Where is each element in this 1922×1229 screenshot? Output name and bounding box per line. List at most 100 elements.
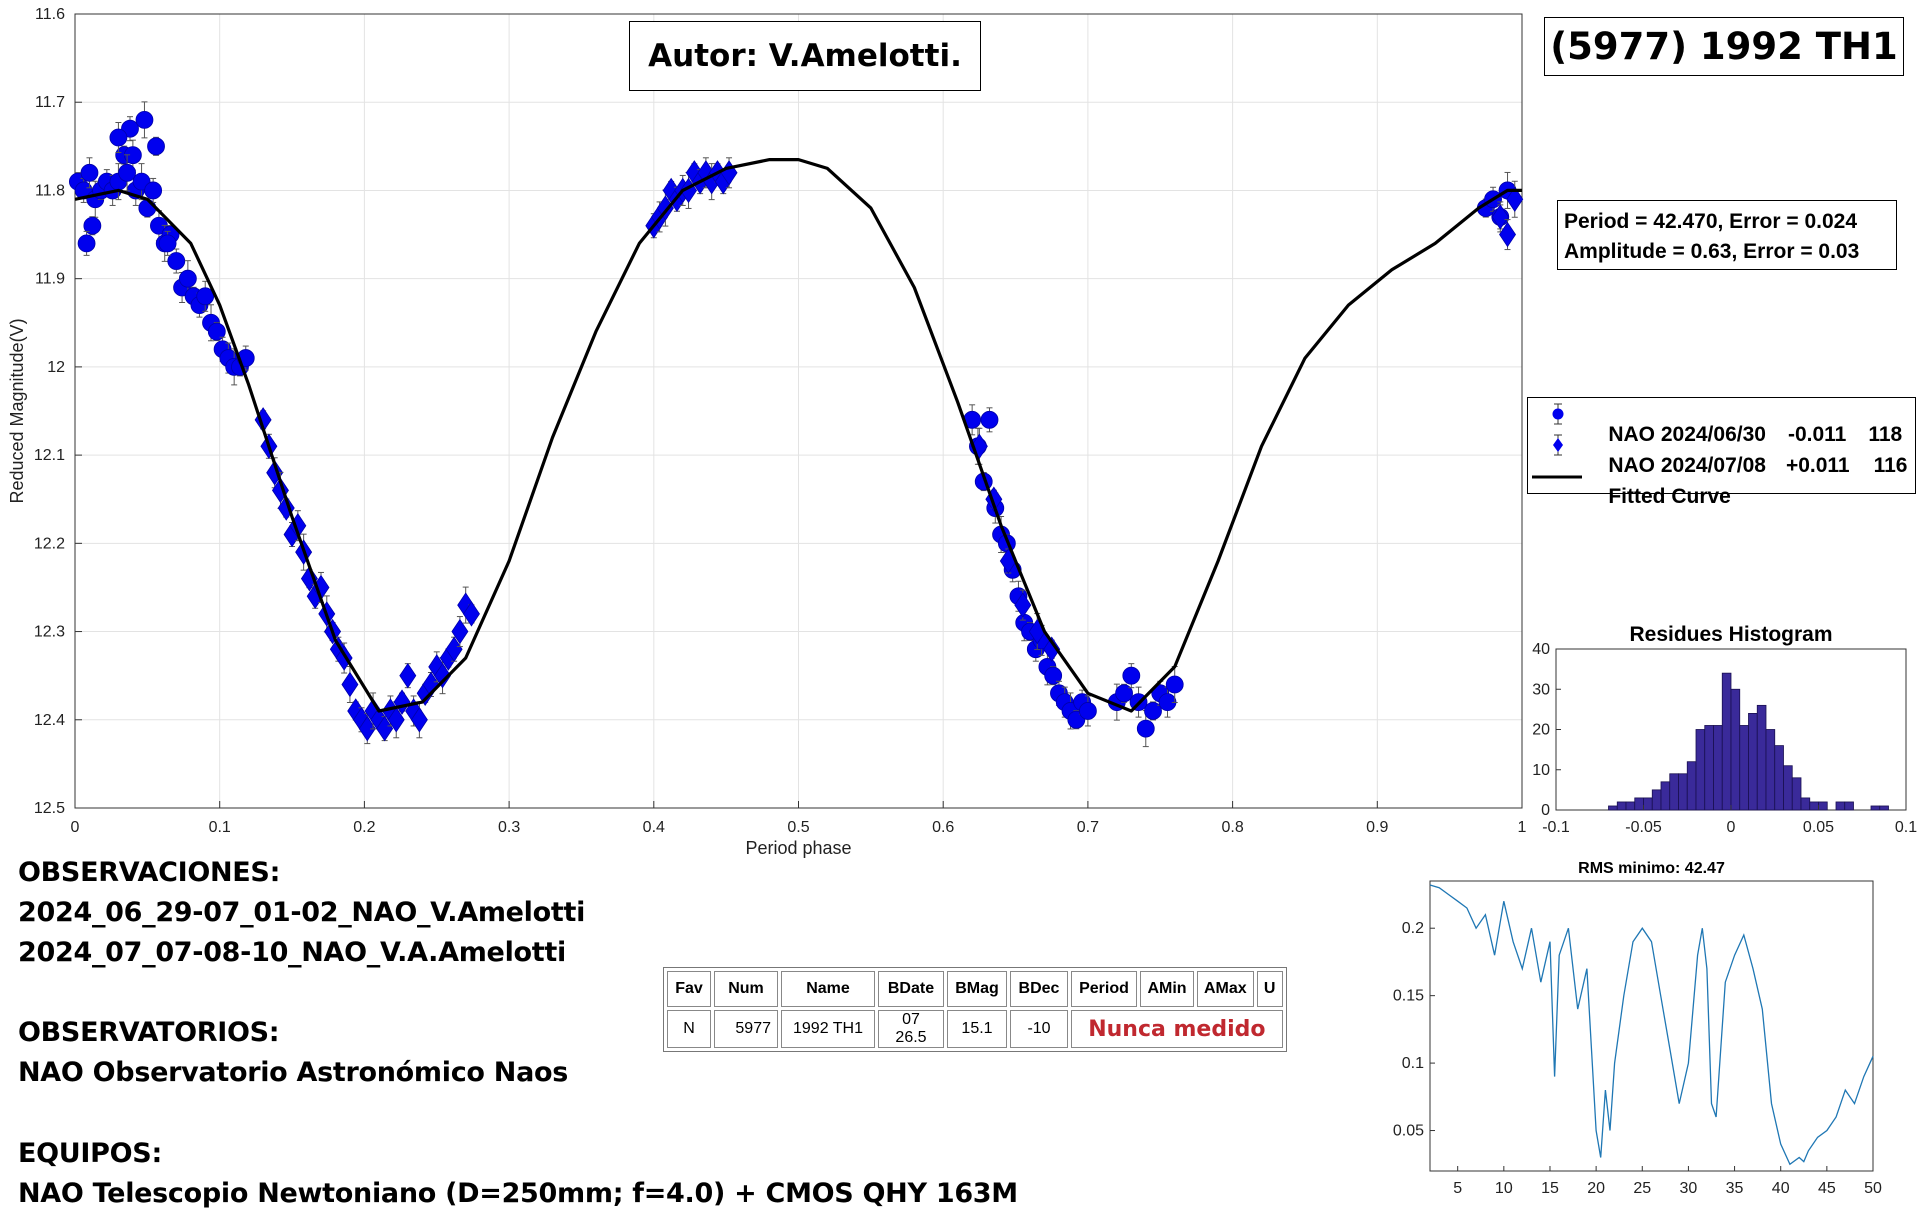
rms-x-tick-label: 10 bbox=[1495, 1180, 1513, 1197]
rms-plot-area bbox=[1429, 880, 1874, 1172]
y-tick-label: 11.7 bbox=[35, 94, 65, 111]
histogram-x-tick-label: 0 bbox=[1727, 819, 1736, 836]
rms-x-tick-label: 30 bbox=[1680, 1180, 1698, 1197]
y-tick-label: 11.8 bbox=[35, 182, 65, 199]
histogram-bar bbox=[1678, 773, 1688, 811]
x-tick-label: 0.1 bbox=[209, 819, 231, 836]
y-tick-label: 12 bbox=[47, 359, 65, 376]
x-tick-label: 0.6 bbox=[932, 819, 954, 836]
x-tick-label: 0.7 bbox=[1077, 819, 1099, 836]
histogram-bar bbox=[1721, 672, 1732, 811]
legend-marker-diamond bbox=[1553, 434, 1563, 456]
legend-entry-1-count: 118 bbox=[1868, 423, 1903, 446]
cell-num: 5977 bbox=[714, 1010, 778, 1048]
histogram-bar bbox=[1730, 688, 1741, 811]
data-point bbox=[158, 234, 177, 253]
table-header-row: Fav Num Name BDate BMag BDec Period AMin… bbox=[667, 971, 1283, 1007]
histogram-bar bbox=[1686, 761, 1697, 811]
x-tick-label: 0.2 bbox=[353, 819, 375, 836]
data-point bbox=[1122, 666, 1141, 685]
legend-entry-3-name: Fitted Curve bbox=[1608, 485, 1731, 508]
x-tick-label: 0 bbox=[71, 819, 80, 836]
data-point bbox=[434, 662, 452, 689]
histogram-bar bbox=[1660, 781, 1671, 811]
data-point bbox=[1136, 719, 1155, 738]
histogram-bar bbox=[1669, 773, 1679, 811]
legend-entry-1-offset: -0.011 bbox=[1787, 423, 1847, 446]
rms-y-tick-label: 0.1 bbox=[1402, 1055, 1424, 1072]
data-point bbox=[1499, 221, 1517, 248]
histogram-bar bbox=[1765, 729, 1776, 811]
histogram-bar bbox=[1844, 801, 1854, 811]
histogram-bar bbox=[1739, 725, 1749, 811]
data-point bbox=[335, 645, 353, 671]
y-tick-label: 11.9 bbox=[35, 271, 65, 288]
histogram-bar bbox=[1774, 745, 1784, 811]
y-tick-label: 12.1 bbox=[34, 447, 65, 464]
histogram-bar bbox=[1748, 713, 1758, 811]
histogram-bar bbox=[1818, 801, 1828, 811]
histogram-bar bbox=[1643, 797, 1653, 811]
amplitude-info-text: Amplitude = 0.63, Error = 0.03 bbox=[1564, 240, 1860, 263]
data-point bbox=[1014, 592, 1032, 618]
header-bmag: BMag bbox=[947, 971, 1007, 1007]
header-name: Name bbox=[781, 971, 875, 1007]
x-tick-label: 1 bbox=[1518, 819, 1527, 836]
cell-bdec: -10 bbox=[1010, 1010, 1068, 1048]
rms-y-tick-label: 0.2 bbox=[1402, 920, 1424, 937]
cell-bdate: 07 26.5 bbox=[878, 1010, 944, 1048]
chart-legend: NAO 2024/06/30 -0.011 118 NAO 2024/07/08 +0… bbox=[1527, 397, 1916, 508]
y-tick-label: 12.5 bbox=[34, 800, 65, 817]
data-point bbox=[1044, 666, 1063, 685]
data-point bbox=[410, 707, 428, 733]
histogram-bar bbox=[1809, 801, 1819, 811]
fit-info-box: Period = 42.470, Error = 0.024 Amplitude… bbox=[1557, 200, 1897, 270]
x-tick-label: 0.4 bbox=[643, 819, 665, 836]
data-point bbox=[135, 110, 154, 129]
histogram-x-tick-label: -0.1 bbox=[1542, 819, 1570, 836]
legend-entry-2-offset: +0.011 bbox=[1785, 454, 1850, 477]
histogram-y-tick-label: 40 bbox=[1532, 641, 1550, 658]
rms-x-tick-label: 5 bbox=[1453, 1180, 1462, 1197]
data-point bbox=[341, 671, 359, 698]
x-axis-label: Period phase bbox=[745, 838, 851, 858]
histogram-bar bbox=[1756, 704, 1767, 811]
legend-entry-2-count: 116 bbox=[1873, 454, 1908, 477]
rms-x-tick-label: 25 bbox=[1633, 1180, 1651, 1197]
series-1 bbox=[68, 101, 1517, 748]
histogram-bar bbox=[1835, 801, 1846, 811]
legend-entry-1-name: NAO 2024/06/30 bbox=[1608, 423, 1766, 446]
data-point bbox=[451, 618, 469, 645]
plot-frame bbox=[74, 13, 1523, 809]
data-point bbox=[83, 216, 102, 235]
header-period: Period bbox=[1071, 971, 1137, 1007]
observation-line-1: 2024_06_29-07_01-02_NAO_V.Amelotti bbox=[18, 897, 586, 928]
y-tick-label: 12.2 bbox=[34, 535, 65, 552]
light-curve-chart: 0 0.1 0.2 0.3 0.4 0.5 0.6 0.7 0.8 0.9 1 11.6 11.7 11.… bbox=[7, 6, 1527, 858]
rms-x-tick-label: 40 bbox=[1772, 1180, 1790, 1197]
header-bdate: BDate bbox=[878, 971, 944, 1007]
data-point bbox=[109, 128, 128, 147]
cell-name: 1992 TH1 bbox=[781, 1010, 875, 1048]
histogram-title: Residues Histogram bbox=[1629, 623, 1832, 646]
histogram-x-tick-label: 0.05 bbox=[1803, 819, 1834, 836]
histogram-y-tick-label: 0 bbox=[1541, 802, 1550, 819]
data-point bbox=[167, 252, 186, 270]
data-point bbox=[1115, 684, 1133, 703]
data-point bbox=[387, 707, 405, 733]
header-bdec: BDec bbox=[1010, 971, 1068, 1007]
histogram-bar bbox=[1634, 797, 1644, 811]
data-point bbox=[1144, 702, 1162, 720]
histogram-bar bbox=[1870, 805, 1881, 811]
data-point bbox=[1506, 186, 1524, 212]
data-point bbox=[980, 410, 999, 429]
legend-markers bbox=[1532, 403, 1582, 479]
period-info-text: Period = 42.470, Error = 0.024 bbox=[1564, 210, 1858, 233]
data-point bbox=[1491, 204, 1509, 230]
histogram-bar bbox=[1625, 801, 1636, 811]
cell-fav: N bbox=[667, 1010, 711, 1048]
data-point bbox=[147, 137, 165, 156]
data-point bbox=[118, 163, 136, 182]
rms-y-tick-label: 0.15 bbox=[1393, 988, 1424, 1005]
